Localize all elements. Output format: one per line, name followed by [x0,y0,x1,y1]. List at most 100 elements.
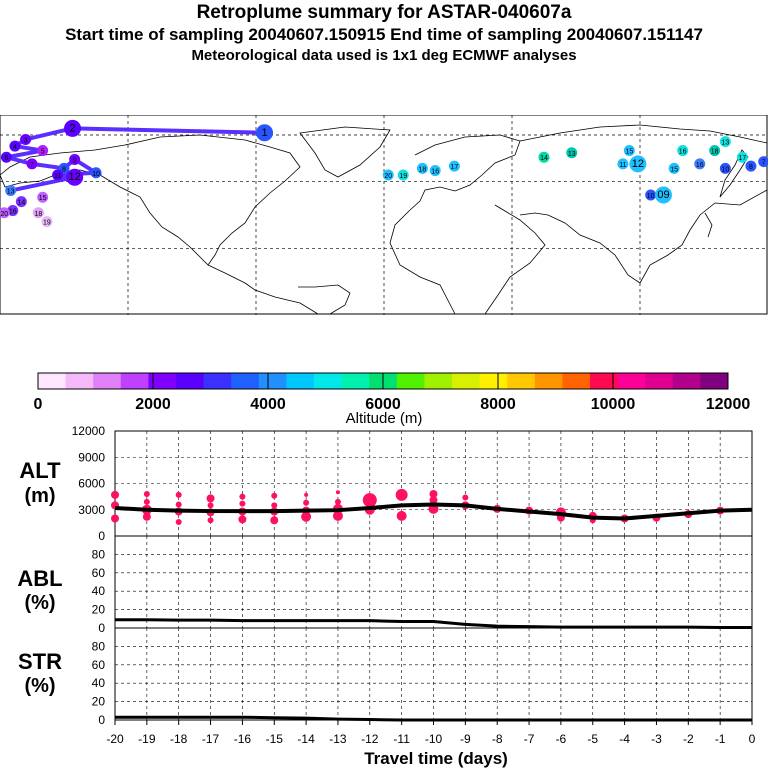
colorbar-swatch [479,373,508,389]
map-marker-label: 6 [4,155,8,162]
map-marker-label: 13 [721,140,729,147]
alt-point [395,488,408,501]
colorbar-swatch [534,373,563,389]
abl-unit: (%) [24,592,55,614]
alt-point [143,491,150,497]
map-marker-label: 16 [696,162,704,169]
alt-point [239,500,246,507]
map-marker-dot [416,162,428,174]
map-marker-label: 18 [711,149,719,156]
map-marker-label: 20 [0,211,8,218]
retroplume-charts: 0 2000 4000 6000 8000 10000 12000 Altitude (m)… [17,372,756,768]
map-marker-dot [90,167,102,179]
alt-point [301,511,312,522]
map-marker-label: 7 [762,160,766,167]
str-ytick-label: 40 [92,676,106,690]
colorbar-swatch [38,373,67,389]
alt-ytick-label: 6000 [78,477,105,491]
str-ytick-label: 60 [92,658,106,672]
x-tick-label: -8 [492,732,503,746]
meteorology-note: Meteorological data used is 1x1 deg ECMW… [191,47,577,64]
map-marker-label: 12 [632,158,644,170]
map-marker-label: 4 [13,144,17,151]
map-marker-label: 09 [657,189,669,201]
map-marker-dot [9,140,21,152]
colorbar-tick-label: 4000 [250,396,286,413]
map-marker-label: 2 [69,122,75,134]
abl-ytick-label: 80 [92,547,106,561]
map-marker-dot [623,145,635,157]
map-marker-label: 8 [62,166,66,173]
colorbar-swatch [93,373,122,389]
map-marker-dot [694,158,706,170]
map-marker-label: 9 [73,157,77,164]
abl-ytick-label: 20 [92,603,106,617]
x-tick-label: -15 [266,732,284,746]
colorbar-swatch [203,373,232,389]
map-marker-dot [0,207,10,219]
alt-point [175,519,182,525]
map-marker-label: 7 [30,162,34,169]
alt-point [206,494,215,503]
colorbar-swatch [672,373,701,389]
alt-point [429,490,438,498]
map-marker-label: 1 [261,127,267,139]
map-marker-dot [69,153,81,165]
map-marker-dot [677,145,689,157]
map-marker-dot [15,196,27,208]
map-marker-label: 5 [41,149,45,156]
map-marker-label: 13 [568,151,576,158]
map-marker-dot [617,158,629,170]
colorbar-swatch [645,373,674,389]
colorbar-swatch [65,373,94,389]
colorbar-swatch [314,373,343,389]
x-tick-label: -9 [460,732,471,746]
alt-point [396,510,407,521]
alt-point [175,491,182,498]
alt-point [142,512,151,521]
map-marker-dot [709,145,721,157]
colorbar-swatch [258,373,287,389]
colorbar-tick-label: 2000 [135,396,171,413]
map-marker-dot [382,169,394,181]
map-marker-label: 12 [69,171,81,183]
map-marker-dot [64,119,82,137]
alt-point [207,502,214,509]
alt-point [238,515,247,524]
colorbar-swatch [341,373,370,389]
colorbar-tick-label: 8000 [480,396,516,413]
alt-point [270,516,279,525]
map-marker-label: 16 [679,149,687,156]
panel-gridlines [114,431,753,720]
colorbar-swatch [617,373,646,389]
map-marker-label: 13 [7,189,15,196]
colorbar-swatch [120,373,149,389]
y-axis-labels: 0 3000 6000 9000 12000 0 20 40 60 80 0 20 40 60 80 [72,424,106,727]
map-marker-label: 14 [17,200,25,207]
colorbar-swatch [424,373,453,389]
map-marker-label: 15 [39,195,47,202]
map-marker-label: 16 [431,169,439,176]
x-tick-label: -3 [651,732,662,746]
colorbar-tick-label: 10000 [591,396,636,413]
map-marker-dot [629,155,647,173]
coastlines [0,124,768,315]
x-tick-label: -18 [170,732,188,746]
map-marker-dot [429,165,441,177]
map-marker-dot [566,147,578,159]
map-marker-dot [256,124,274,142]
x-axis-ticks: -20 -19 -18 -17 -16 -15 -14 -13 -12 -11 -10 -9 -8 -7-… [106,720,756,746]
map-marker-dot [397,169,409,181]
alt-ytick-label: 9000 [78,450,105,464]
colorbar-tick-label: 0 [34,396,43,413]
map-marker-dot [758,156,768,168]
x-tick-label: -7 [524,732,535,746]
alt-point [334,498,341,505]
map-marker-label: 10 [647,193,655,200]
str-unit: (%) [24,675,55,697]
x-tick-label: -16 [234,732,252,746]
colorbar-swatch [148,373,177,389]
map-marker-label: 15 [670,166,678,173]
x-tick-label: -10 [425,732,443,746]
map-marker-label: 18 [419,166,427,173]
